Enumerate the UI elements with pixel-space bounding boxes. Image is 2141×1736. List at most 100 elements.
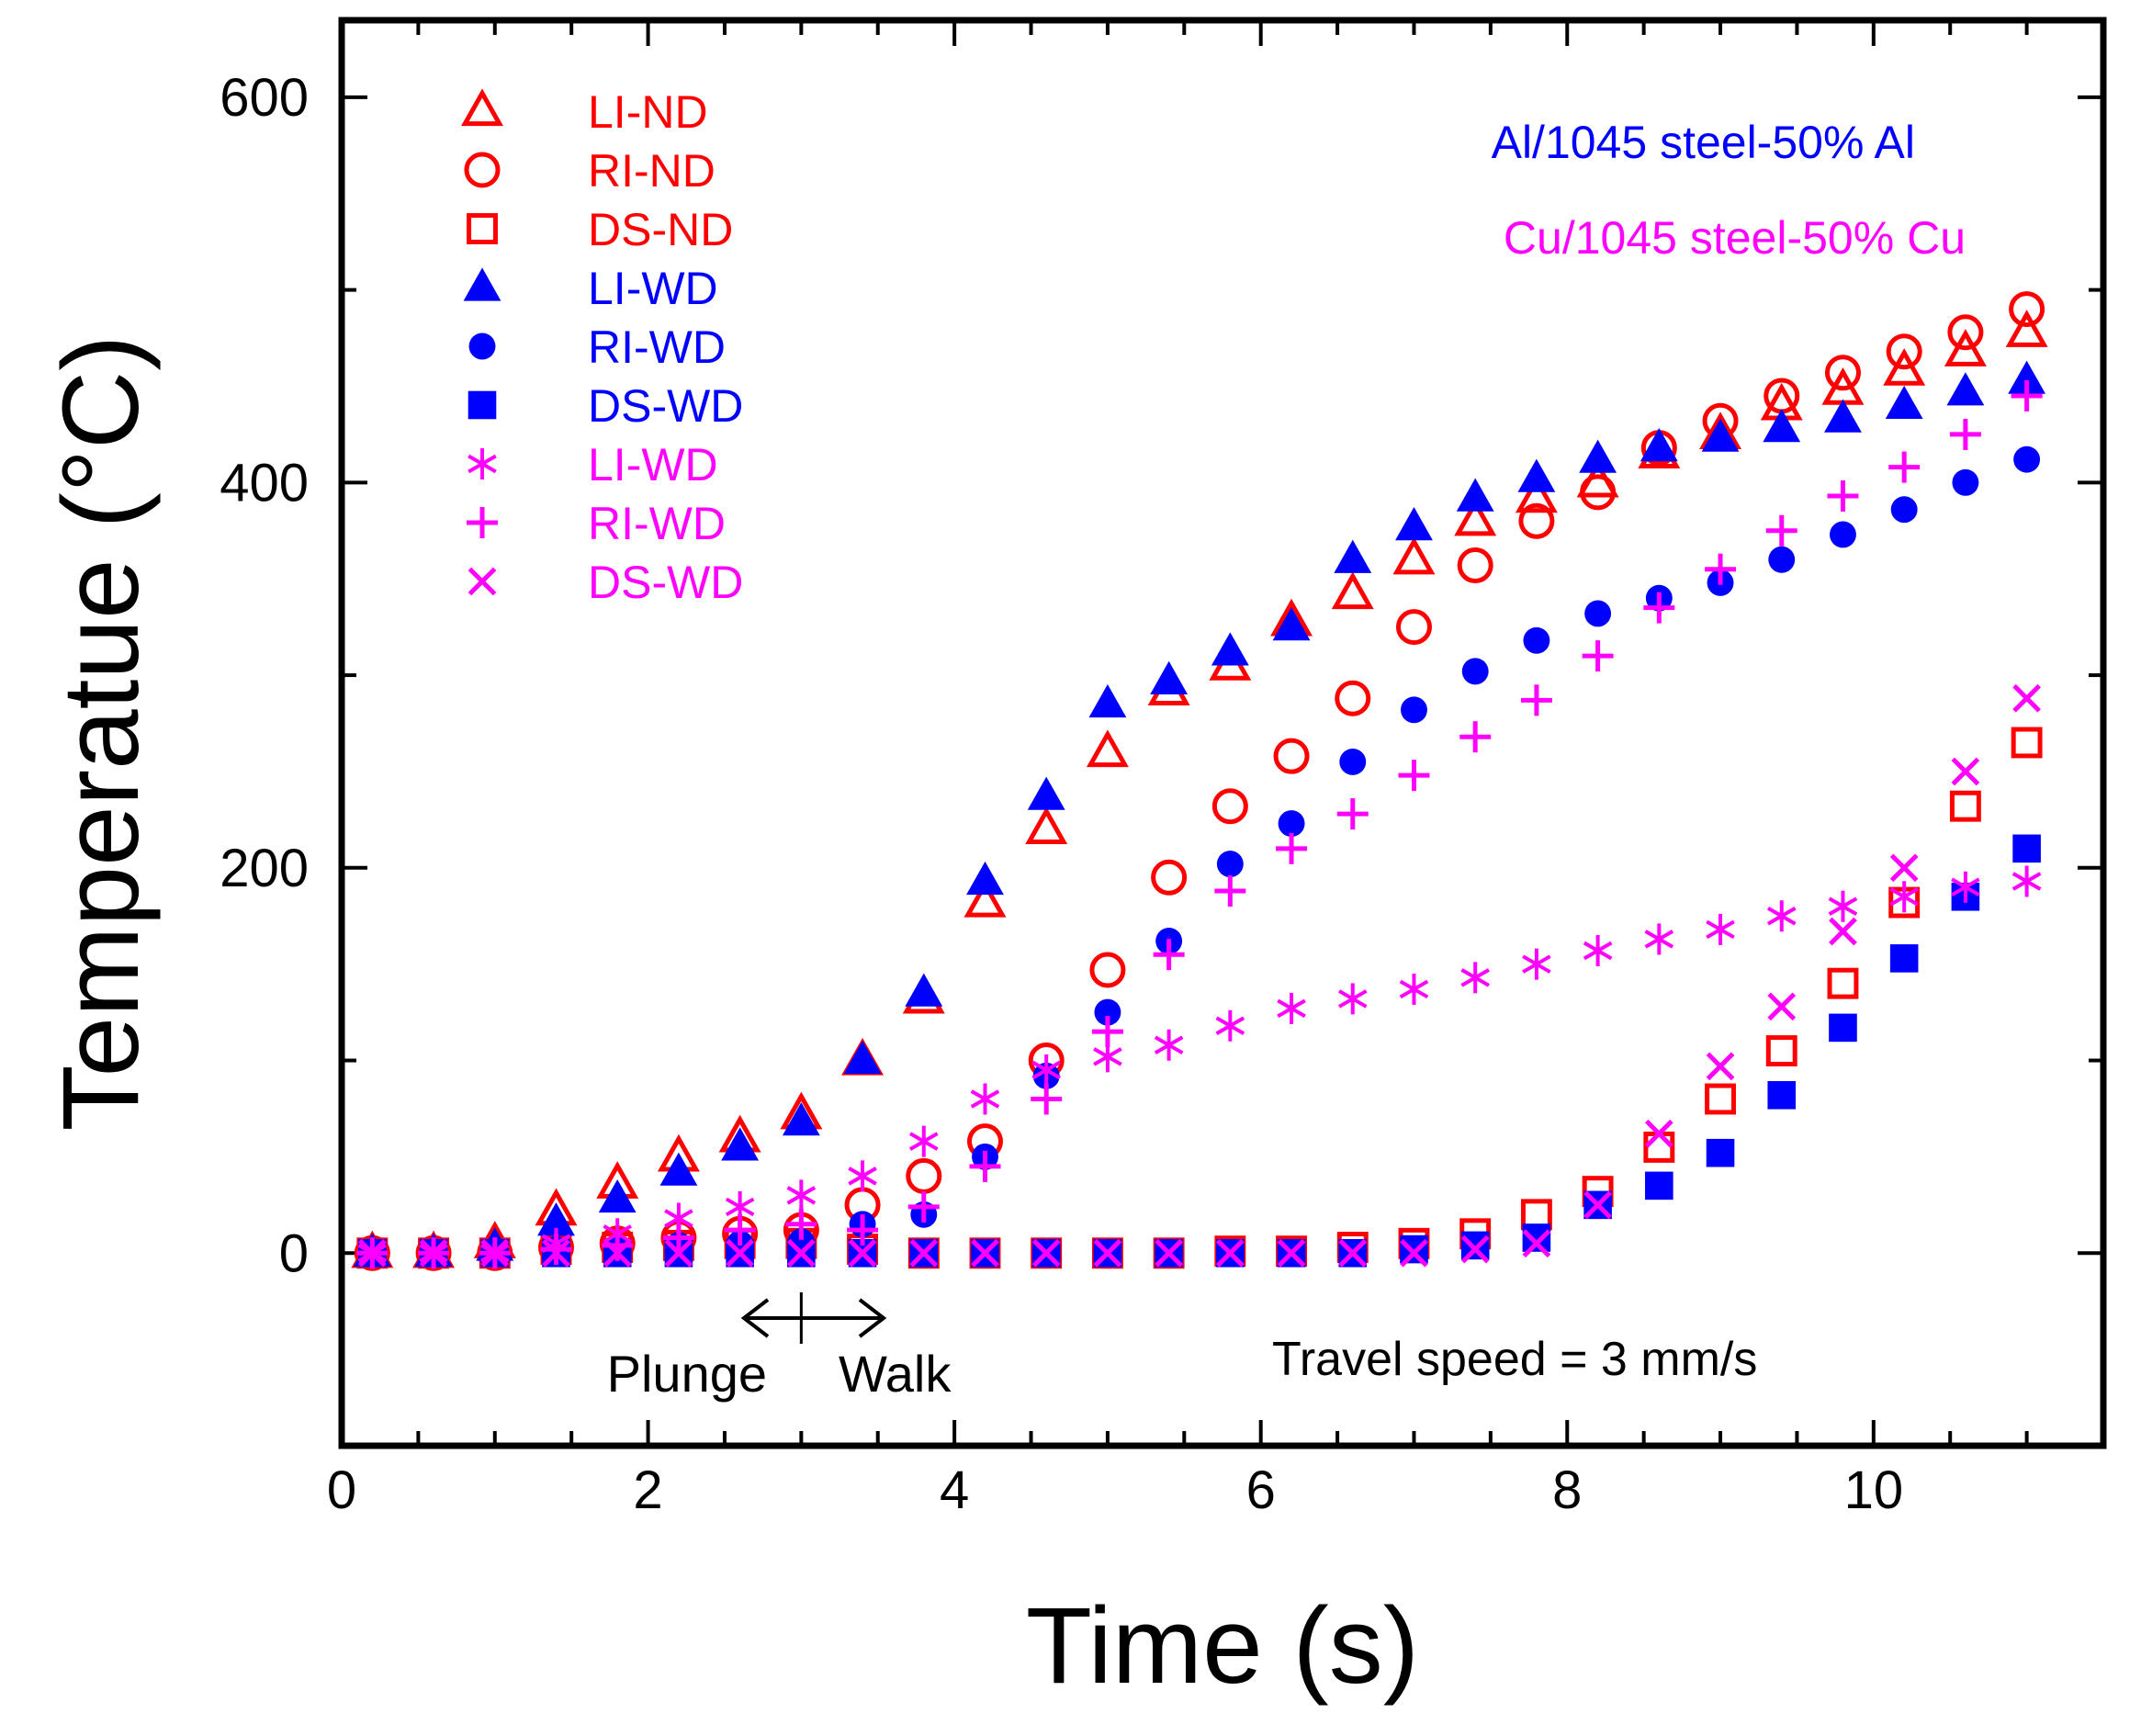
legend-marker <box>468 333 496 360</box>
data-point <box>1645 1171 1673 1201</box>
data-point <box>1886 333 1922 370</box>
data-point <box>1400 1234 1428 1264</box>
data-point <box>1946 372 1985 406</box>
data-point <box>847 1214 879 1246</box>
data-point <box>480 1238 510 1268</box>
data-point <box>1336 798 1369 830</box>
data-point <box>908 1125 939 1157</box>
x-tick-label: 0 <box>327 1460 356 1520</box>
data-point <box>1522 1223 1551 1252</box>
data-point <box>1338 1238 1368 1268</box>
data-point <box>721 1127 760 1161</box>
data-point <box>1830 521 1856 548</box>
data-point <box>1883 348 1926 386</box>
data-point <box>1520 684 1552 716</box>
x-tick-labels: 0 2 4 6 8 10 <box>327 1460 1903 1520</box>
data-point <box>1765 1035 1797 1067</box>
data-point <box>1766 900 1797 932</box>
data-point <box>1214 874 1246 907</box>
data-point <box>2011 727 2043 759</box>
data-point <box>1395 609 1432 646</box>
legend-label: DS-WD <box>588 557 743 608</box>
data-point <box>963 879 1007 918</box>
data-point <box>2005 310 2048 347</box>
data-point <box>1215 1238 1245 1268</box>
annotation-walk: Walk <box>839 1345 952 1403</box>
data-point <box>1584 600 1612 627</box>
data-point <box>782 1102 820 1136</box>
data-point <box>1093 1238 1122 1268</box>
data-point <box>1335 680 1371 716</box>
legend-marker <box>468 448 497 479</box>
data-point <box>1277 992 1306 1024</box>
data-point <box>1706 1052 1735 1081</box>
data-point <box>1460 1234 1490 1264</box>
data-point <box>1827 480 1859 513</box>
data-point <box>1705 553 1737 585</box>
data-point <box>1459 721 1492 753</box>
data-point <box>1027 776 1065 810</box>
data-point <box>1272 607 1311 641</box>
data-point <box>1951 871 1980 903</box>
data-point <box>1643 1131 1675 1163</box>
data-point <box>659 1152 698 1186</box>
data-point <box>542 1238 570 1268</box>
legend-label: LI-WD <box>588 263 718 314</box>
y-tick-label: 0 <box>279 1223 309 1283</box>
data-point <box>2012 683 2041 713</box>
data-point <box>1215 1009 1245 1042</box>
data-point <box>540 1234 572 1266</box>
data-point <box>1765 514 1797 547</box>
data-point <box>603 1238 632 1268</box>
data-point <box>843 1040 882 1075</box>
data-point <box>1767 1080 1797 1110</box>
data-point <box>1031 1238 1061 1268</box>
data-point <box>1944 329 1987 366</box>
data-point <box>1025 806 1068 844</box>
data-point <box>966 861 1004 896</box>
data-point <box>786 1179 817 1212</box>
data-point <box>1276 832 1308 864</box>
data-point <box>1089 952 1126 988</box>
data-point <box>1278 810 1305 838</box>
data-point <box>1094 998 1121 1026</box>
data-point <box>785 1208 817 1240</box>
data-point <box>1154 1029 1184 1061</box>
data-point <box>2012 834 2041 863</box>
y-axis-title: Temperatue (°C) <box>40 335 162 1132</box>
data-point <box>1454 498 1497 536</box>
data-point <box>1890 496 1918 524</box>
legend-label: RI-WD <box>588 321 726 373</box>
y-tick-label: 400 <box>220 453 309 513</box>
data-point <box>726 1238 755 1268</box>
data-point <box>1517 458 1556 492</box>
legend-marker <box>468 567 497 596</box>
plot-frame <box>338 17 2107 1449</box>
annotation-al-group: Al/1045 steel-50% Al <box>1492 117 1915 168</box>
data-point <box>906 1157 942 1194</box>
data-point <box>1829 1013 1857 1043</box>
data-point <box>1640 428 1678 462</box>
series-li-wd-triangle-filled <box>353 360 2046 1267</box>
data-point <box>1824 355 1861 391</box>
data-point <box>2009 291 2045 328</box>
x-tick-label: 2 <box>633 1460 662 1520</box>
data-point <box>971 1238 999 1268</box>
y-tick-label: 200 <box>220 839 309 898</box>
data-point <box>1701 418 1740 452</box>
data-point <box>1400 1238 1428 1268</box>
legend-label: LI-WD <box>588 439 718 490</box>
data-point <box>1277 1238 1306 1268</box>
data-point <box>1395 507 1433 541</box>
data-point <box>1088 683 1127 718</box>
data-point <box>2011 379 2043 411</box>
data-point <box>1339 749 1367 775</box>
data-point <box>1401 696 1427 724</box>
data-point <box>1705 1083 1736 1115</box>
legend-marker <box>461 88 503 127</box>
y-tick-label: 600 <box>220 68 309 128</box>
data-point <box>1580 474 1617 511</box>
annotation-travel-speed: Travel speed = 3 mm/s <box>1272 1333 1757 1386</box>
data-point <box>1952 468 1979 496</box>
